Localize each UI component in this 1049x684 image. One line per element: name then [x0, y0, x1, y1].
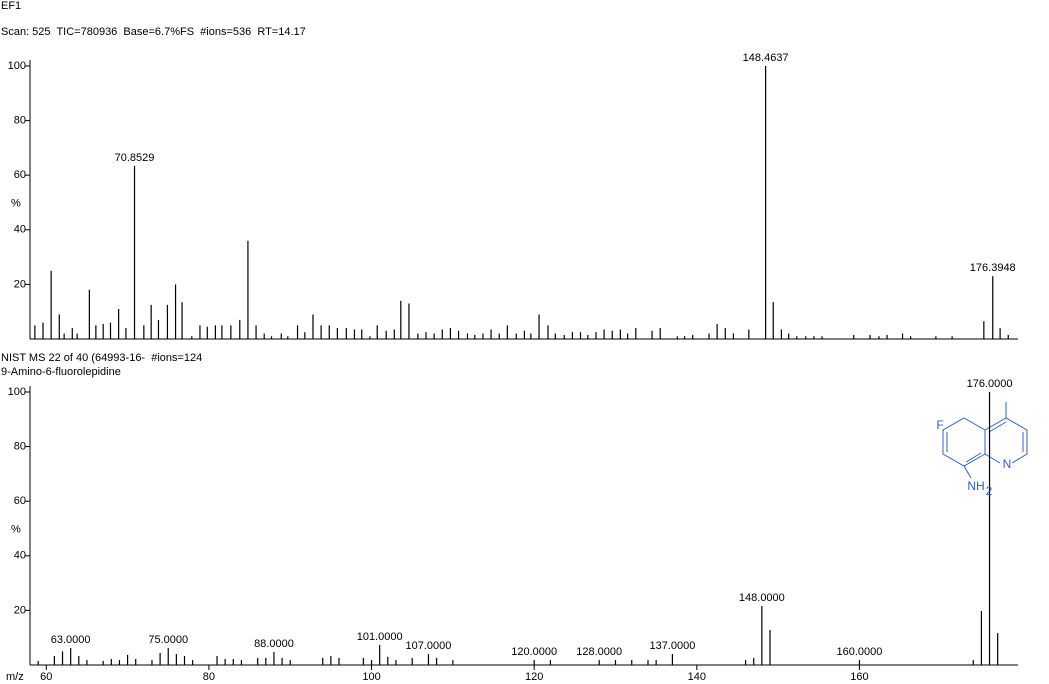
- bond: [963, 465, 972, 479]
- x-tick-label: 60: [40, 671, 52, 683]
- chart-title: EF1: [1, 0, 21, 12]
- peak-label: 137.0000: [649, 640, 695, 652]
- chart-subtitle: Scan: 525 TIC=780936 Base=6.7%FS #ions=5…: [1, 26, 306, 38]
- peak-label: 148.4637: [743, 52, 789, 64]
- peak-label: 160.0000: [836, 646, 882, 658]
- peak-label: 101.0000: [357, 631, 403, 643]
- y-tick-label: 100: [8, 60, 26, 72]
- bond: [984, 453, 1001, 464]
- peak-label: 75.0000: [148, 634, 188, 646]
- y-tick-label: 80: [14, 115, 26, 127]
- chart-subtitle: 9-Amino-6-fluorolepidine: [1, 366, 121, 378]
- x-tick-label: 160: [850, 671, 868, 683]
- atom-label: 2: [986, 484, 993, 498]
- peak-label: 176.3948: [970, 262, 1016, 274]
- ring: [984, 417, 1028, 464]
- structure: [942, 402, 1028, 479]
- y-tick-label: 20: [14, 278, 26, 290]
- x-axis-label: m/z: [6, 671, 24, 683]
- x-tick-label: 120: [525, 671, 543, 683]
- peak-label: 88.0000: [254, 638, 294, 650]
- x-tick-label: 100: [362, 671, 380, 683]
- bond: [965, 452, 982, 463]
- y-tick-label: 80: [14, 441, 26, 453]
- x-tick-label: 80: [203, 671, 215, 683]
- y-axis-label: %: [11, 523, 21, 535]
- atom-label: N: [1003, 457, 1012, 471]
- x-tick-label: 140: [688, 671, 706, 683]
- atom-label: NH: [967, 479, 984, 493]
- peak-label: 63.0000: [51, 634, 91, 646]
- y-tick-label: 20: [14, 604, 26, 616]
- peak-label: 148.0000: [739, 592, 785, 604]
- y-tick-label: 40: [14, 224, 26, 236]
- peak-label: 107.0000: [406, 640, 452, 652]
- y-tick-label: 100: [8, 386, 26, 398]
- peak-label: 70.8529: [115, 152, 155, 164]
- y-tick-label: 40: [14, 550, 26, 562]
- y-tick-label: 60: [14, 495, 26, 507]
- peak-label: 128.0000: [576, 646, 622, 658]
- chart-title: NIST MS 22 of 40 (64993-16- #ions=124: [1, 352, 202, 364]
- atom-label: F: [936, 418, 943, 432]
- peak-label: 176.0000: [967, 378, 1013, 390]
- y-axis-label: %: [11, 197, 21, 209]
- bond: [988, 421, 1007, 433]
- y-tick-label: 60: [14, 169, 26, 181]
- peak-label: 120.0000: [511, 646, 557, 658]
